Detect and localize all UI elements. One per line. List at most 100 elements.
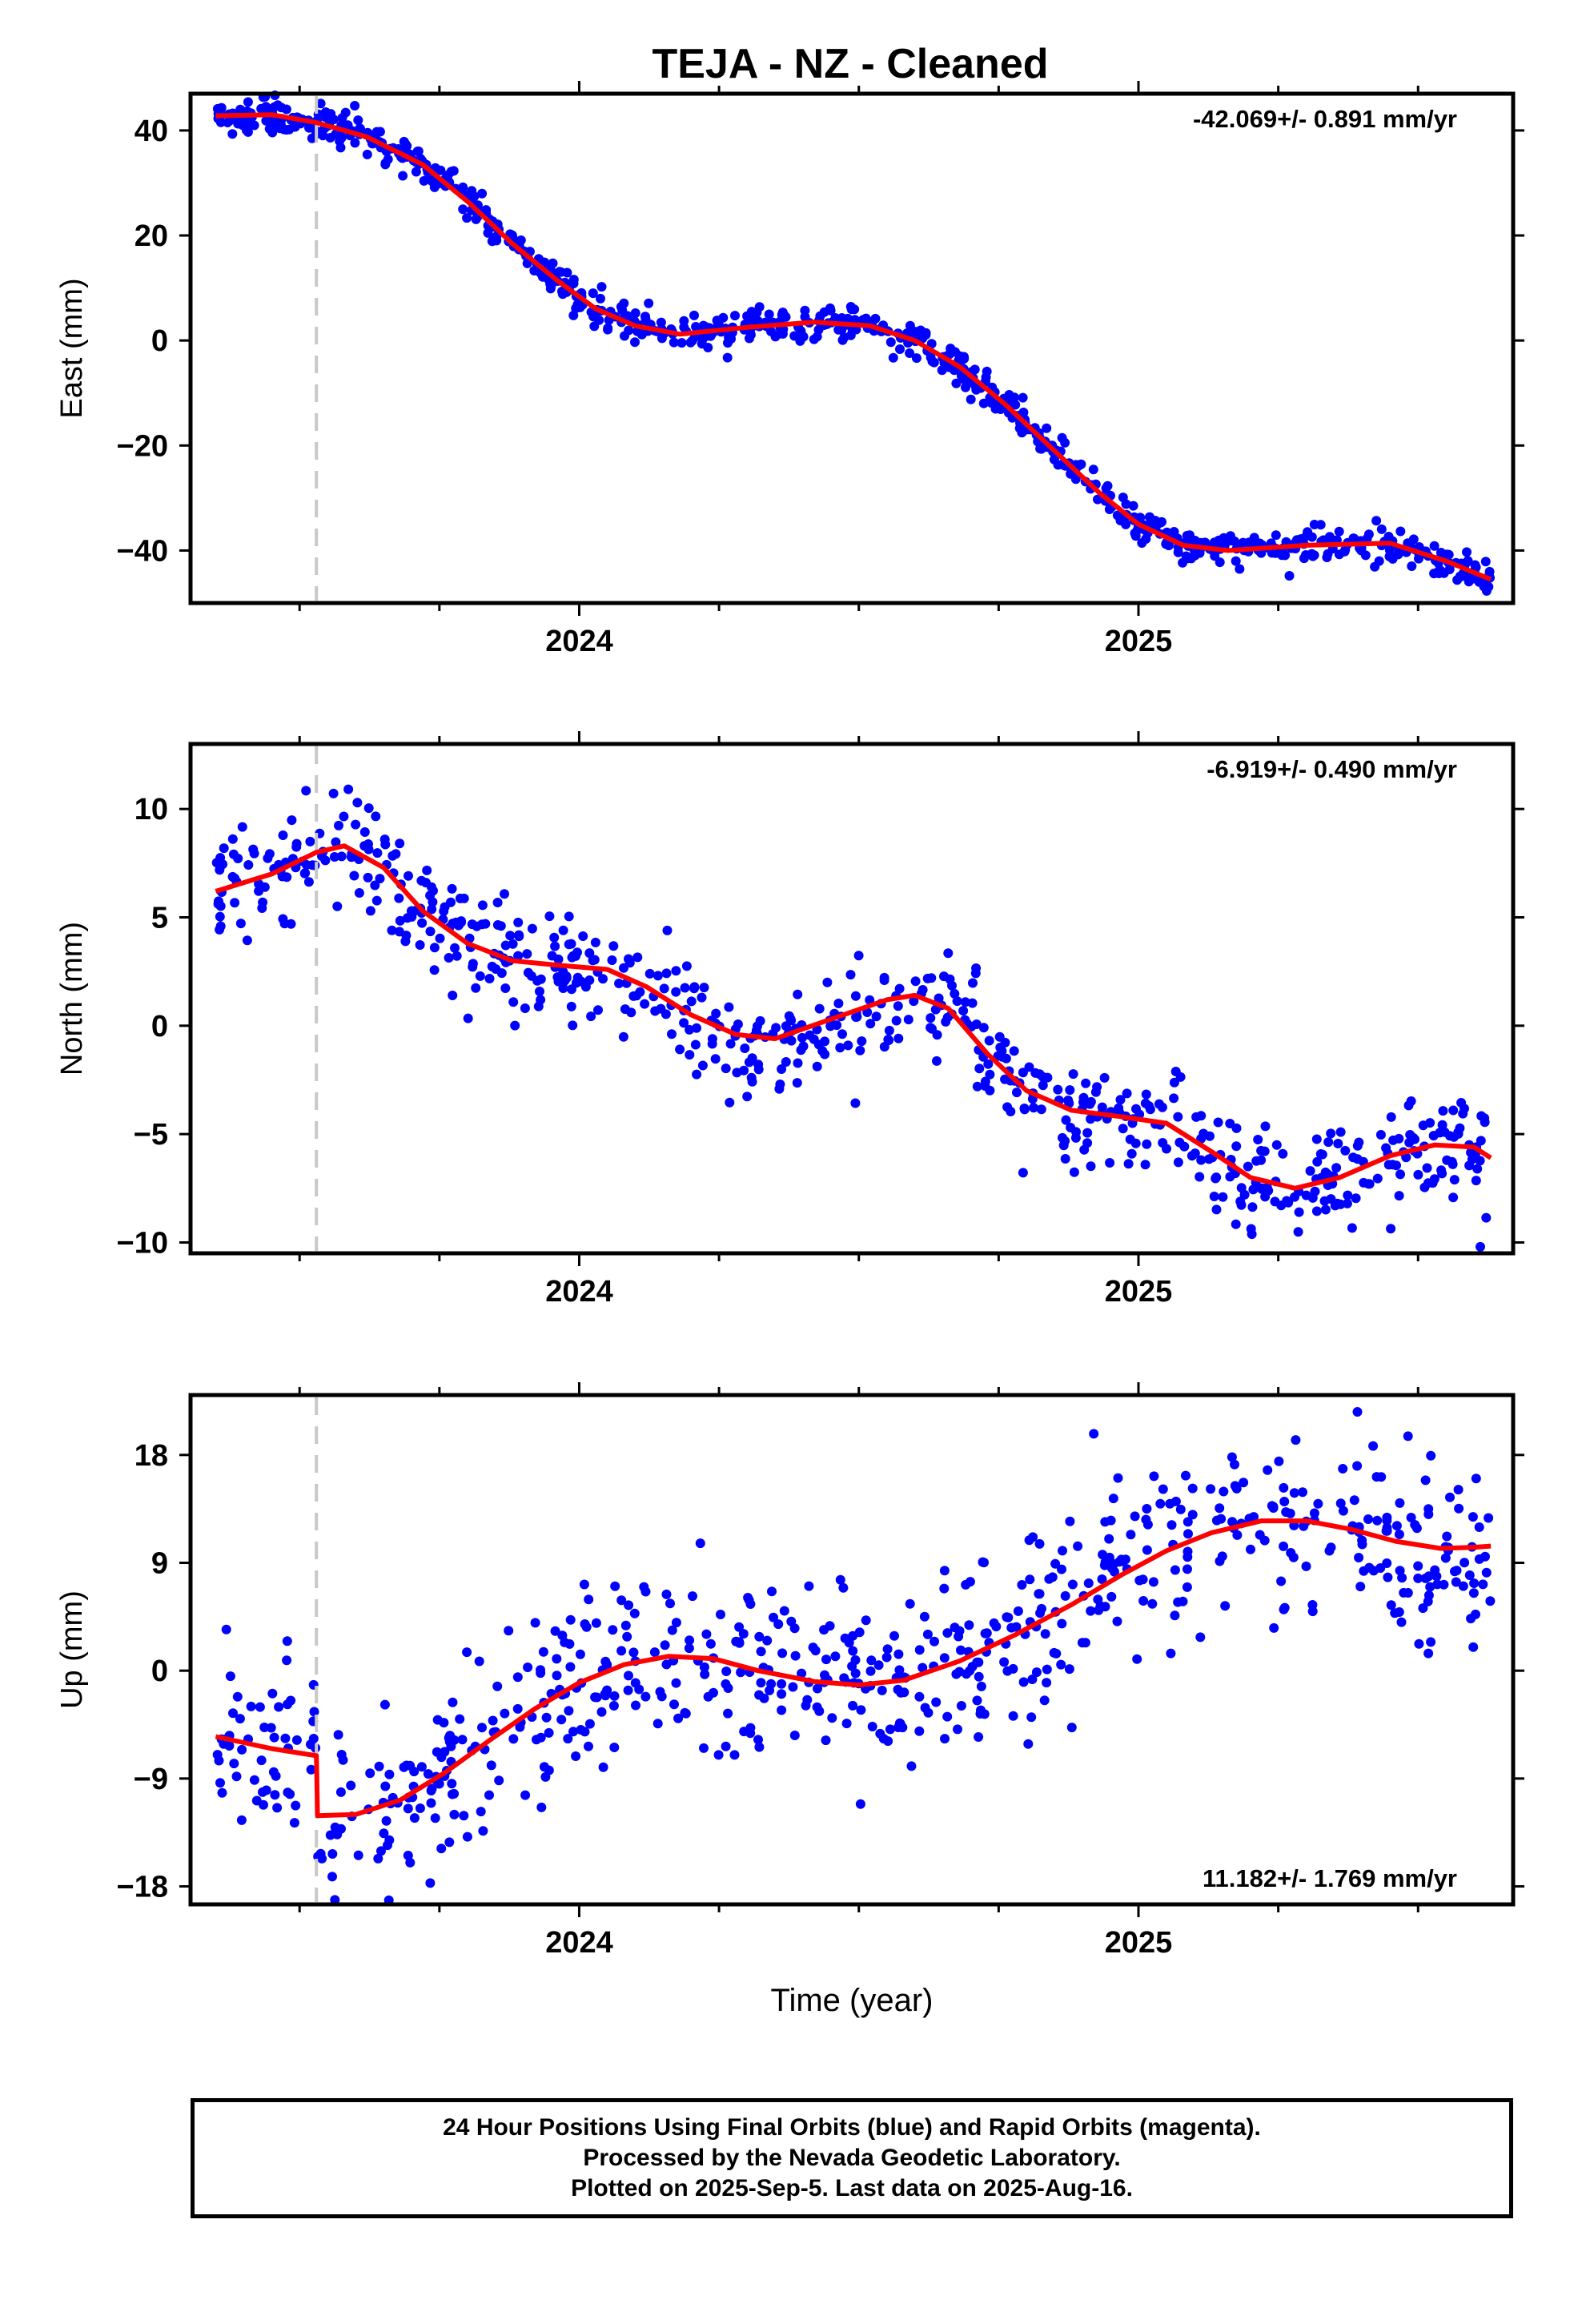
data-point <box>1468 1512 1478 1522</box>
data-point <box>271 1771 281 1781</box>
data-point <box>669 1699 679 1710</box>
data-point <box>247 119 256 129</box>
data-point <box>452 951 462 961</box>
data-point <box>484 1790 494 1800</box>
data-point <box>1383 1572 1393 1582</box>
data-point <box>819 307 829 317</box>
data-point <box>845 970 856 980</box>
data-point <box>1120 1554 1130 1565</box>
data-point <box>586 1011 596 1022</box>
data-point <box>212 1750 223 1760</box>
data-point <box>1299 553 1309 564</box>
data-point <box>667 1029 677 1039</box>
data-point <box>346 1780 356 1791</box>
data-point <box>1343 1190 1353 1200</box>
y-axis-label: East (mm) <box>55 278 89 418</box>
data-point <box>656 1691 667 1702</box>
data-point <box>1442 1531 1452 1542</box>
data-point <box>395 838 405 849</box>
data-point <box>1173 1112 1183 1122</box>
data-point <box>227 129 238 139</box>
data-point <box>906 1761 917 1771</box>
data-point <box>978 398 989 408</box>
data-point <box>1440 1553 1451 1563</box>
data-point <box>630 308 640 318</box>
data-point <box>819 1625 829 1635</box>
data-point <box>893 1033 904 1043</box>
data-point <box>1478 1579 1488 1590</box>
data-point <box>215 1778 225 1788</box>
data-point <box>629 1608 640 1618</box>
data-point <box>249 1775 259 1785</box>
data-point <box>848 1646 858 1656</box>
data-point <box>317 1853 327 1864</box>
data-point <box>1044 1574 1054 1584</box>
data-point <box>905 1598 915 1609</box>
data-point <box>1214 535 1224 545</box>
data-point <box>821 1735 831 1746</box>
data-point <box>1423 1504 1434 1514</box>
data-point <box>732 1068 742 1078</box>
data-point <box>598 974 608 984</box>
data-point <box>692 1069 702 1080</box>
data-point <box>370 880 380 891</box>
data-point <box>547 951 557 961</box>
plot-frame <box>188 1393 1516 1907</box>
data-point <box>771 1023 781 1033</box>
data-point <box>303 877 314 887</box>
data-point <box>1027 1675 1038 1684</box>
data-point <box>1053 1084 1063 1095</box>
data-point <box>1209 1192 1219 1201</box>
figure-title: TEJA - NZ - Cleaned <box>652 41 1048 87</box>
data-point <box>1122 1088 1132 1099</box>
data-point <box>1434 565 1444 576</box>
data-point <box>1305 1166 1315 1176</box>
data-point <box>1464 1570 1475 1580</box>
data-point <box>272 1803 283 1813</box>
data-point <box>867 1722 877 1731</box>
data-point <box>530 1618 540 1628</box>
data-point <box>954 1626 965 1636</box>
data-point <box>227 871 238 882</box>
data-point <box>591 1618 601 1628</box>
data-point <box>1132 525 1142 535</box>
data-point <box>458 204 468 215</box>
data-point <box>1362 533 1372 544</box>
data-point <box>215 865 225 875</box>
data-point <box>812 1061 822 1072</box>
data-point <box>237 822 247 832</box>
data-point <box>1426 1637 1436 1647</box>
data-point <box>440 902 450 912</box>
data-point <box>398 171 408 181</box>
data-point <box>947 980 957 991</box>
data-point <box>602 1659 612 1670</box>
data-point <box>1175 1504 1186 1514</box>
data-point <box>384 1769 395 1779</box>
data-point <box>755 1015 765 1026</box>
data-point <box>1034 1538 1045 1549</box>
data-point <box>1067 1579 1078 1590</box>
data-point <box>850 1668 861 1679</box>
data-point <box>1065 1516 1075 1526</box>
data-point <box>1058 1546 1067 1556</box>
data-point <box>282 872 292 883</box>
data-point <box>350 101 360 111</box>
data-point <box>283 1787 293 1798</box>
data-point <box>339 811 349 822</box>
up-panel: −18 −9 0 9 18 2024 2025 Up (mm) Time (year) 11.18… <box>55 1382 1524 2018</box>
data-point <box>1161 539 1171 549</box>
data-point <box>1406 1513 1416 1522</box>
data-point <box>952 996 962 1007</box>
data-point <box>1066 1723 1077 1733</box>
data-point <box>1291 1435 1301 1445</box>
data-point <box>1104 505 1114 514</box>
data-point <box>689 310 699 320</box>
data-point <box>885 1724 895 1735</box>
data-point <box>1376 524 1387 534</box>
data-point <box>1182 1517 1193 1527</box>
data-point <box>1348 1152 1359 1163</box>
data-point <box>785 1014 796 1024</box>
data-point <box>1471 1176 1481 1186</box>
data-point <box>614 979 624 988</box>
data-point <box>1375 1563 1386 1573</box>
